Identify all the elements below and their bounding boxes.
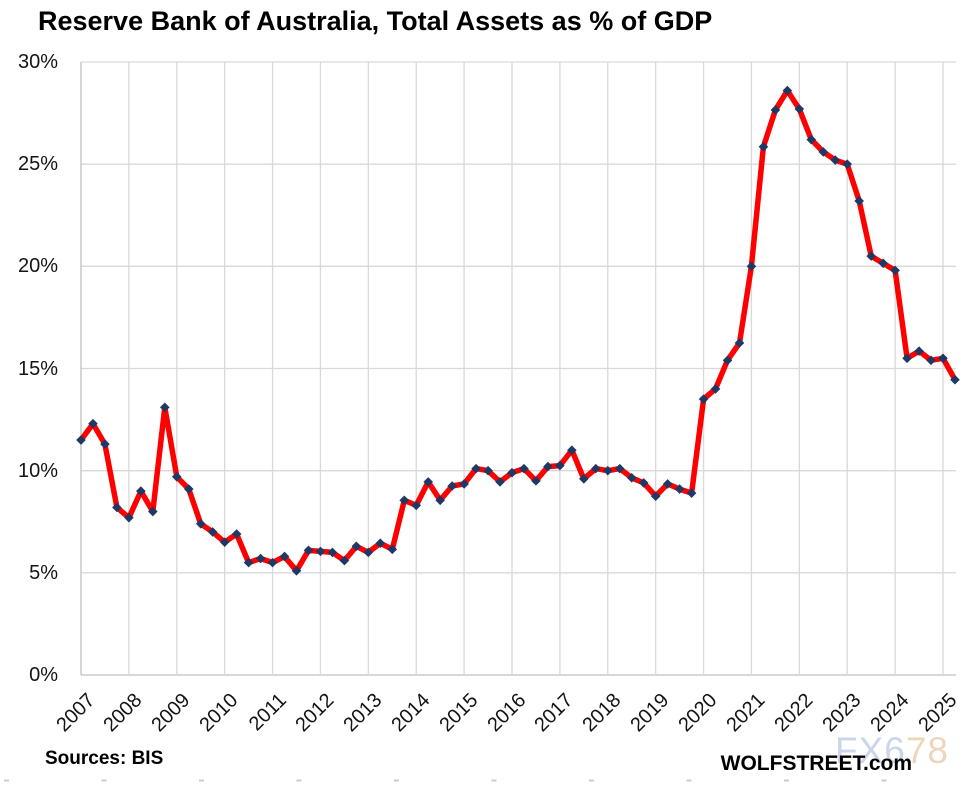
watermark-text-left: FX6 bbox=[834, 730, 906, 771]
data-point-marker bbox=[842, 159, 853, 169]
data-point-marker bbox=[890, 265, 900, 276]
data-point-marker bbox=[579, 474, 589, 484]
data-point-marker bbox=[531, 476, 541, 486]
y-tick-label: 10% bbox=[17, 459, 58, 482]
brand-label: WOLFSTREET.com bbox=[720, 752, 912, 775]
y-tick-label: 5% bbox=[29, 561, 58, 584]
data-line bbox=[78, 87, 958, 574]
data-point-marker bbox=[255, 553, 266, 564]
data-point-marker bbox=[591, 463, 601, 474]
data-point-marker bbox=[746, 261, 757, 272]
data-point-marker bbox=[183, 484, 194, 494]
data-point-marker bbox=[758, 141, 769, 152]
data-point-marker bbox=[782, 85, 793, 96]
data-point-marker bbox=[447, 481, 457, 491]
data-point-marker bbox=[363, 547, 374, 558]
data-point-marker bbox=[339, 555, 350, 566]
data-point-marker bbox=[279, 551, 290, 562]
data-point-marker bbox=[459, 479, 469, 489]
data-point-marker bbox=[662, 479, 673, 489]
data-point-marker bbox=[171, 471, 182, 482]
data-point-marker bbox=[351, 541, 362, 552]
data-point-marker bbox=[76, 435, 86, 445]
data-point-marker bbox=[160, 402, 170, 413]
data-point-marker bbox=[291, 565, 302, 576]
data-point-marker bbox=[567, 445, 577, 456]
data-point-marker bbox=[770, 105, 781, 115]
watermark-text-right: 78 bbox=[905, 730, 949, 771]
data-point-marker bbox=[854, 196, 864, 206]
data-point-marker bbox=[698, 394, 709, 404]
y-tick-label: 15% bbox=[17, 357, 58, 380]
y-tick-label: 30% bbox=[17, 51, 58, 73]
data-point-marker bbox=[231, 529, 242, 539]
data-point-marker bbox=[734, 338, 745, 348]
data-point-marker bbox=[806, 134, 817, 145]
data-point-marker bbox=[914, 346, 924, 356]
data-point-marker bbox=[543, 461, 553, 472]
data-point-marker bbox=[866, 251, 876, 261]
data-point-marker bbox=[686, 488, 697, 498]
data-point-marker bbox=[411, 500, 422, 511]
data-point-marker bbox=[207, 527, 218, 537]
data-point-marker bbox=[950, 374, 960, 385]
data-point-marker bbox=[219, 537, 230, 547]
data-point-marker bbox=[303, 545, 314, 556]
chart-title: Reserve Bank of Australia, Total Assets … bbox=[38, 6, 713, 36]
data-point-marker bbox=[902, 353, 912, 364]
data-point-marker bbox=[471, 463, 481, 474]
data-point-marker bbox=[435, 495, 445, 506]
watermark-fx678: FX678 bbox=[835, 730, 949, 772]
data-point-marker bbox=[423, 477, 433, 487]
data-point-marker bbox=[626, 473, 637, 483]
data-point-marker bbox=[555, 460, 565, 471]
data-point-marker bbox=[100, 439, 110, 449]
data-point-marker bbox=[148, 506, 158, 517]
data-point-marker bbox=[614, 463, 625, 474]
data-point-marker bbox=[602, 465, 613, 476]
data-point-marker bbox=[519, 463, 529, 474]
data-point-marker bbox=[375, 538, 386, 549]
data-point-marker bbox=[938, 353, 948, 364]
data-point-marker bbox=[926, 355, 936, 366]
data-point-marker bbox=[243, 557, 254, 568]
data-point-marker bbox=[327, 547, 338, 558]
data-point-marker bbox=[710, 384, 721, 394]
data-point-marker bbox=[315, 546, 326, 557]
data-point-marker bbox=[495, 477, 505, 487]
data-point-marker bbox=[267, 557, 278, 568]
data-point-marker bbox=[794, 104, 805, 114]
data-point-marker bbox=[830, 155, 841, 165]
data-point-marker bbox=[483, 465, 493, 476]
y-tick-label: 25% bbox=[17, 153, 58, 176]
data-point-marker bbox=[674, 484, 685, 494]
data-point-marker bbox=[88, 418, 98, 429]
data-point-marker bbox=[507, 467, 517, 478]
data-point-marker bbox=[722, 355, 733, 366]
data-point-marker bbox=[112, 502, 122, 513]
source-label: Sources: BIS bbox=[45, 748, 164, 769]
data-point-marker bbox=[878, 258, 888, 269]
data-point-marker bbox=[124, 512, 134, 523]
data-point-marker bbox=[399, 495, 410, 506]
data-point-marker bbox=[638, 478, 649, 488]
data-point-marker bbox=[818, 147, 829, 157]
data-point-marker bbox=[136, 486, 146, 496]
y-tick-label: 20% bbox=[17, 255, 58, 278]
data-point-marker bbox=[195, 518, 206, 529]
data-point-marker bbox=[387, 544, 398, 555]
data-point-marker bbox=[650, 491, 661, 502]
y-tick-label: 0% bbox=[29, 664, 58, 686]
